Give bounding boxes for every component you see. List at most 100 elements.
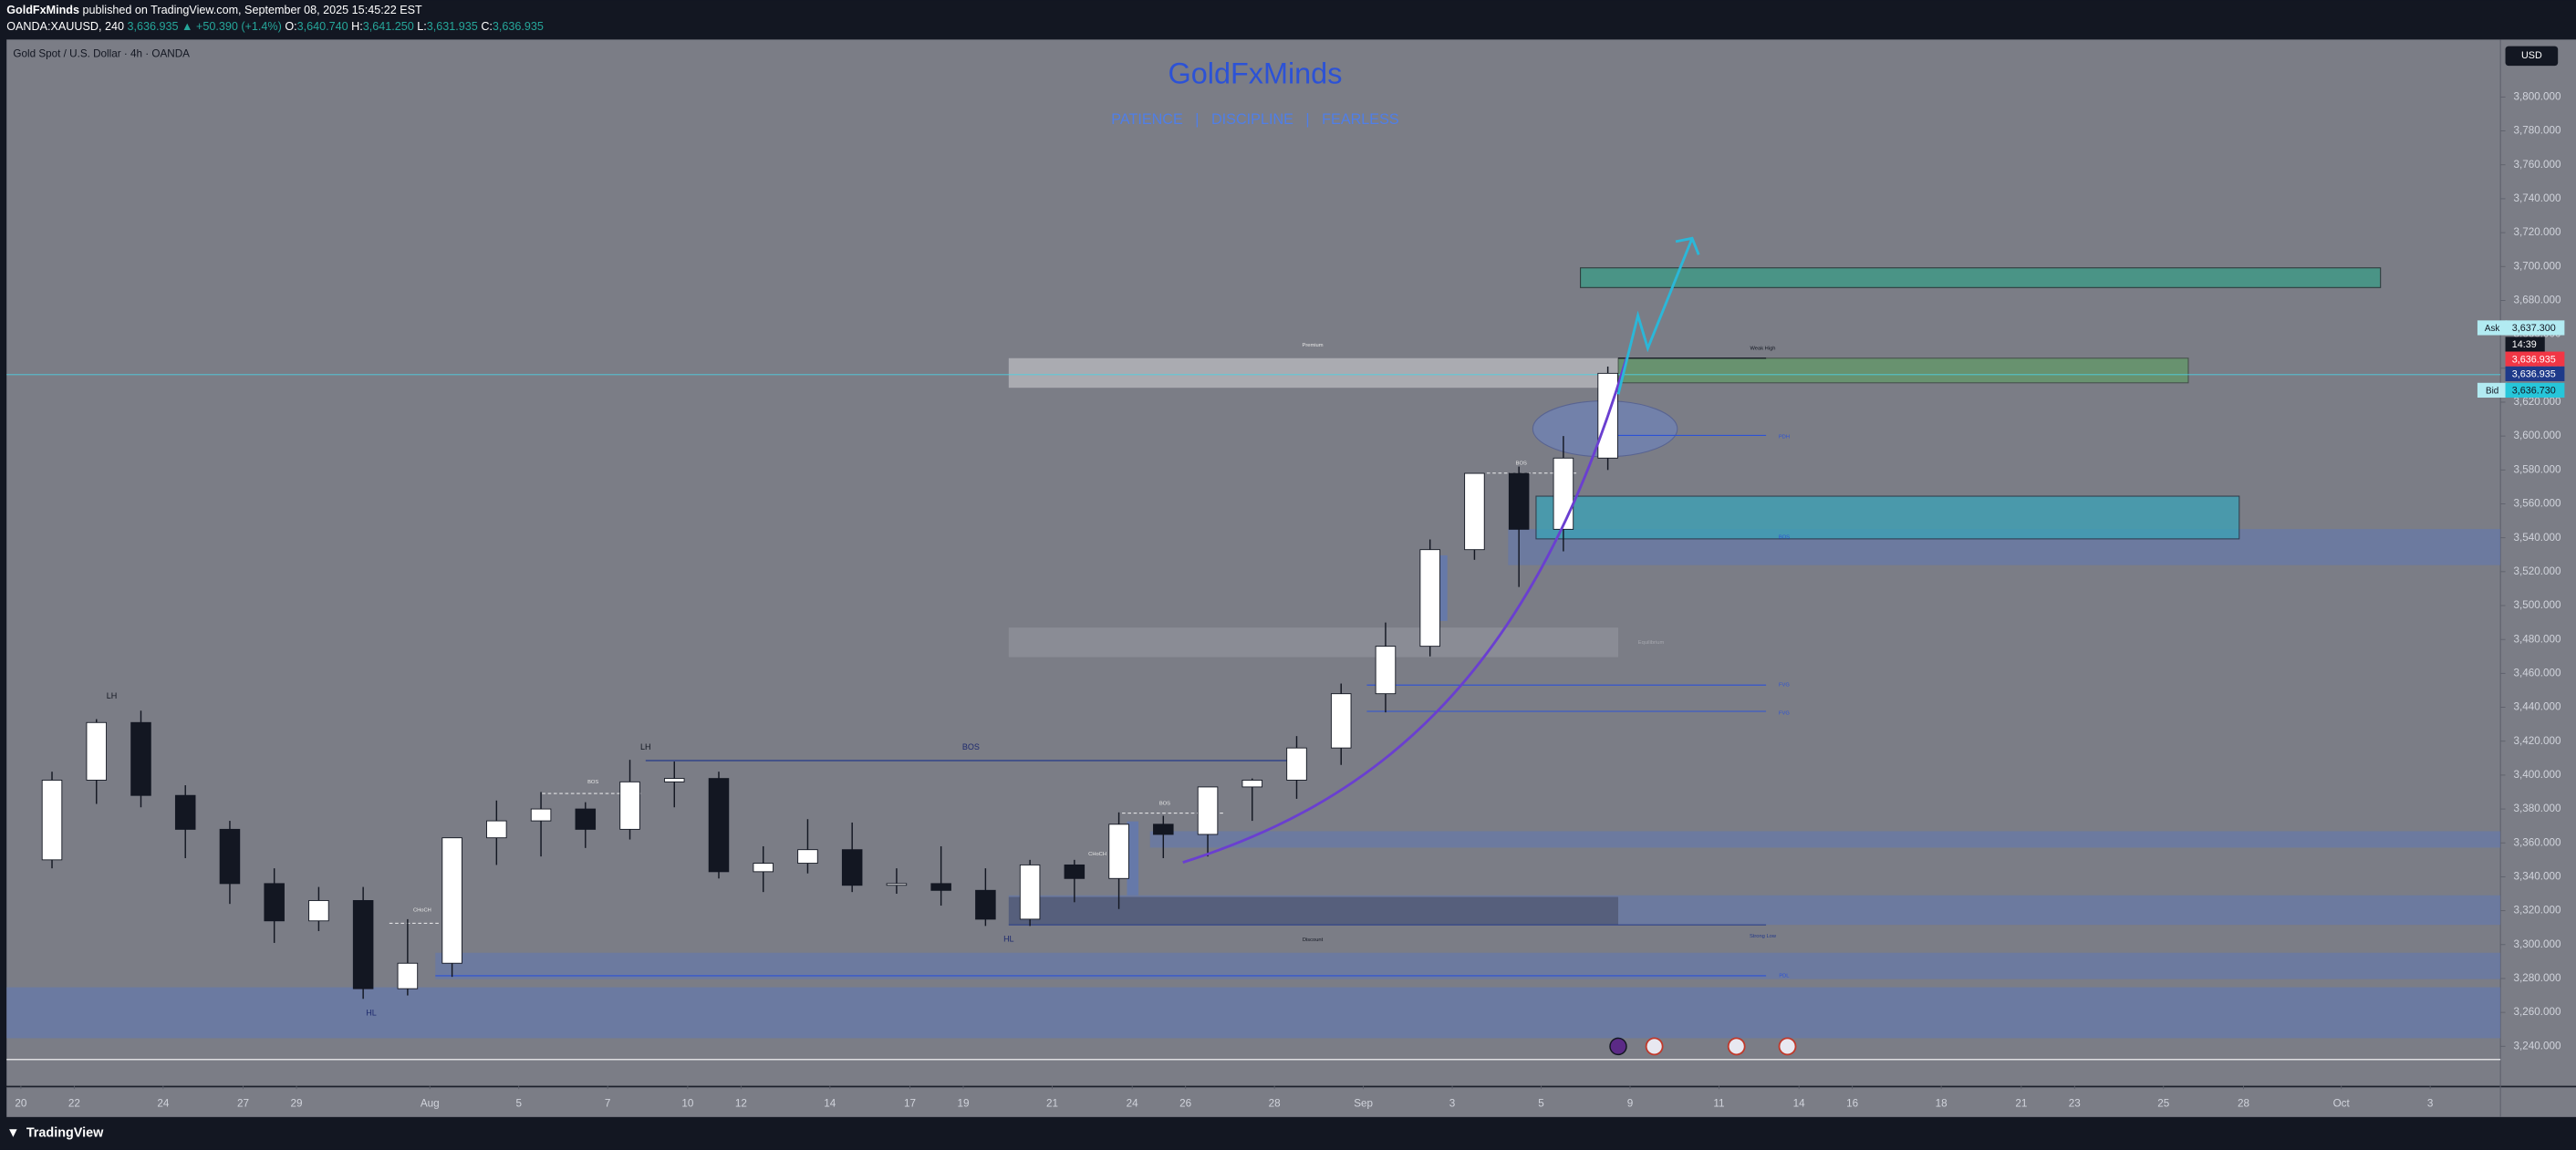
x-tick-label: 19 xyxy=(958,1098,970,1110)
candle-body xyxy=(130,721,151,796)
currency-label[interactable]: USD xyxy=(2521,50,2542,61)
x-tick-label: 3 xyxy=(1449,1098,1456,1110)
candle-body xyxy=(1508,472,1530,530)
ask-price: 3,637.300 xyxy=(2512,323,2556,334)
y-tick-label: 3,540.000 xyxy=(2514,532,2561,544)
y-tick-label: 3,260.000 xyxy=(2514,1006,2561,1018)
motto: PATIENCE | DISCIPLINE | FEARLESS xyxy=(1111,111,1399,128)
currency-button[interactable] xyxy=(2505,46,2559,67)
x-tick-label: 17 xyxy=(904,1098,916,1110)
x-tick-label: 14 xyxy=(1793,1098,1806,1110)
annotation: BOS xyxy=(1779,535,1790,541)
annotation: Equilibrium xyxy=(1638,640,1665,646)
candle-body xyxy=(1241,780,1263,788)
change: ▲ +50.390 (+1.4%) xyxy=(182,20,282,33)
published: published on TradingView.com, September … xyxy=(82,4,422,16)
event-icons xyxy=(1609,1037,1797,1056)
zone xyxy=(1008,895,2501,926)
annotation: Discount xyxy=(1303,938,1324,943)
event-icon[interactable] xyxy=(1727,1037,1746,1056)
ask-label: Ask xyxy=(2485,324,2500,334)
y-tick-label: 3,620.000 xyxy=(2514,396,2561,408)
candle-body xyxy=(1197,786,1219,835)
x-tick-label: 18 xyxy=(1936,1098,1948,1110)
bid-tag xyxy=(2477,382,2508,398)
candle-body xyxy=(486,820,507,839)
chart-title: Gold Spot / U.S. Dollar · 4h · OANDA xyxy=(13,48,190,60)
x-tick-label: 7 xyxy=(605,1098,611,1110)
brand: GoldFxMinds xyxy=(1169,57,1343,90)
candles xyxy=(41,366,1618,1000)
event-icon[interactable] xyxy=(1778,1037,1797,1056)
annotation: Weak High xyxy=(1750,346,1775,351)
y-tick-label: 3,400.000 xyxy=(2514,769,2561,781)
candle-body xyxy=(219,828,241,885)
y-tick-label: 3,300.000 xyxy=(2514,938,2561,950)
x-tick-label: 24 xyxy=(1127,1098,1139,1110)
candle-body xyxy=(174,794,196,830)
y-tick-label: 3,240.000 xyxy=(2514,1040,2561,1052)
annotation: BOS xyxy=(587,780,598,785)
x-tick-label: 12 xyxy=(735,1098,747,1110)
zone xyxy=(1617,357,2189,384)
ohlc-label: C: xyxy=(481,20,493,33)
ohlc-value: 3,641.250 xyxy=(363,20,414,33)
y-tick-label: 3,280.000 xyxy=(2514,972,2561,984)
annotation: HL xyxy=(1003,935,1014,944)
y-tick-label: 3,420.000 xyxy=(2514,735,2561,747)
annotation: FVG xyxy=(1779,683,1790,689)
event-icon[interactable] xyxy=(1609,1037,1627,1056)
y-tick-label: 3,360.000 xyxy=(2514,836,2561,848)
candle-body xyxy=(886,883,908,886)
y-tick-label: 3,520.000 xyxy=(2514,565,2561,577)
symbol-line: OANDA:XAUUSD, 240 3,636.935 ▲ +50.390 (+… xyxy=(6,20,544,33)
price-axis-area xyxy=(2500,39,2576,1086)
y-tick-label: 3,700.000 xyxy=(2514,260,2561,272)
premium-zone xyxy=(1008,357,1619,389)
countdown-box xyxy=(2505,337,2545,352)
candle-body xyxy=(1019,864,1041,920)
annotation: CHoCH xyxy=(413,907,431,913)
y-tick-label: 3,320.000 xyxy=(2514,905,2561,917)
y-tick-label: 3,380.000 xyxy=(2514,803,2561,814)
x-tick-label: 23 xyxy=(2069,1098,2081,1110)
candle-body xyxy=(664,778,685,782)
annotation: CHoCH xyxy=(1088,852,1106,857)
event-icon[interactable] xyxy=(1645,1037,1664,1056)
x-tick-label: 28 xyxy=(2238,1098,2249,1110)
footer: TradingView xyxy=(26,1126,104,1141)
bid-label: Bid xyxy=(2486,386,2498,396)
candle-body xyxy=(1286,747,1307,781)
x-tick-label: Aug xyxy=(421,1098,440,1110)
x-tick-label: 21 xyxy=(1046,1098,1058,1110)
y-tick-label: 3,720.000 xyxy=(2514,226,2561,238)
x-tick-label: 14 xyxy=(824,1098,836,1110)
y-tick-label: 3,460.000 xyxy=(2514,667,2561,679)
candle-body xyxy=(975,889,996,920)
candle-body xyxy=(397,962,419,989)
x-tick-label: 26 xyxy=(1179,1098,1191,1110)
annotation: LH xyxy=(640,742,651,751)
candle-body xyxy=(1153,824,1174,835)
candle-body xyxy=(1330,693,1352,749)
x-tick-label: 20 xyxy=(15,1098,27,1110)
zone xyxy=(1535,495,2240,540)
annotation: BOS xyxy=(962,742,980,751)
y-tick-label: 3,440.000 xyxy=(2514,701,2561,713)
symbol: OANDA:XAUUSD, 240 xyxy=(6,20,124,33)
candle-body xyxy=(352,900,374,989)
candle-body xyxy=(41,780,63,861)
y-tick-label: 3,480.000 xyxy=(2514,633,2561,645)
candle-body xyxy=(441,837,462,964)
price: 3,636.935 xyxy=(127,20,178,33)
last-box xyxy=(2505,351,2565,367)
ohlc-label: H: xyxy=(351,20,363,33)
x-tick-label: 24 xyxy=(157,1098,170,1110)
x-tick-label: 3 xyxy=(2427,1098,2434,1110)
x-tick-label: 11 xyxy=(1713,1098,1724,1110)
zone xyxy=(1127,821,1139,896)
candle-body xyxy=(619,781,640,830)
annotation: Strong Low xyxy=(1750,934,1777,939)
